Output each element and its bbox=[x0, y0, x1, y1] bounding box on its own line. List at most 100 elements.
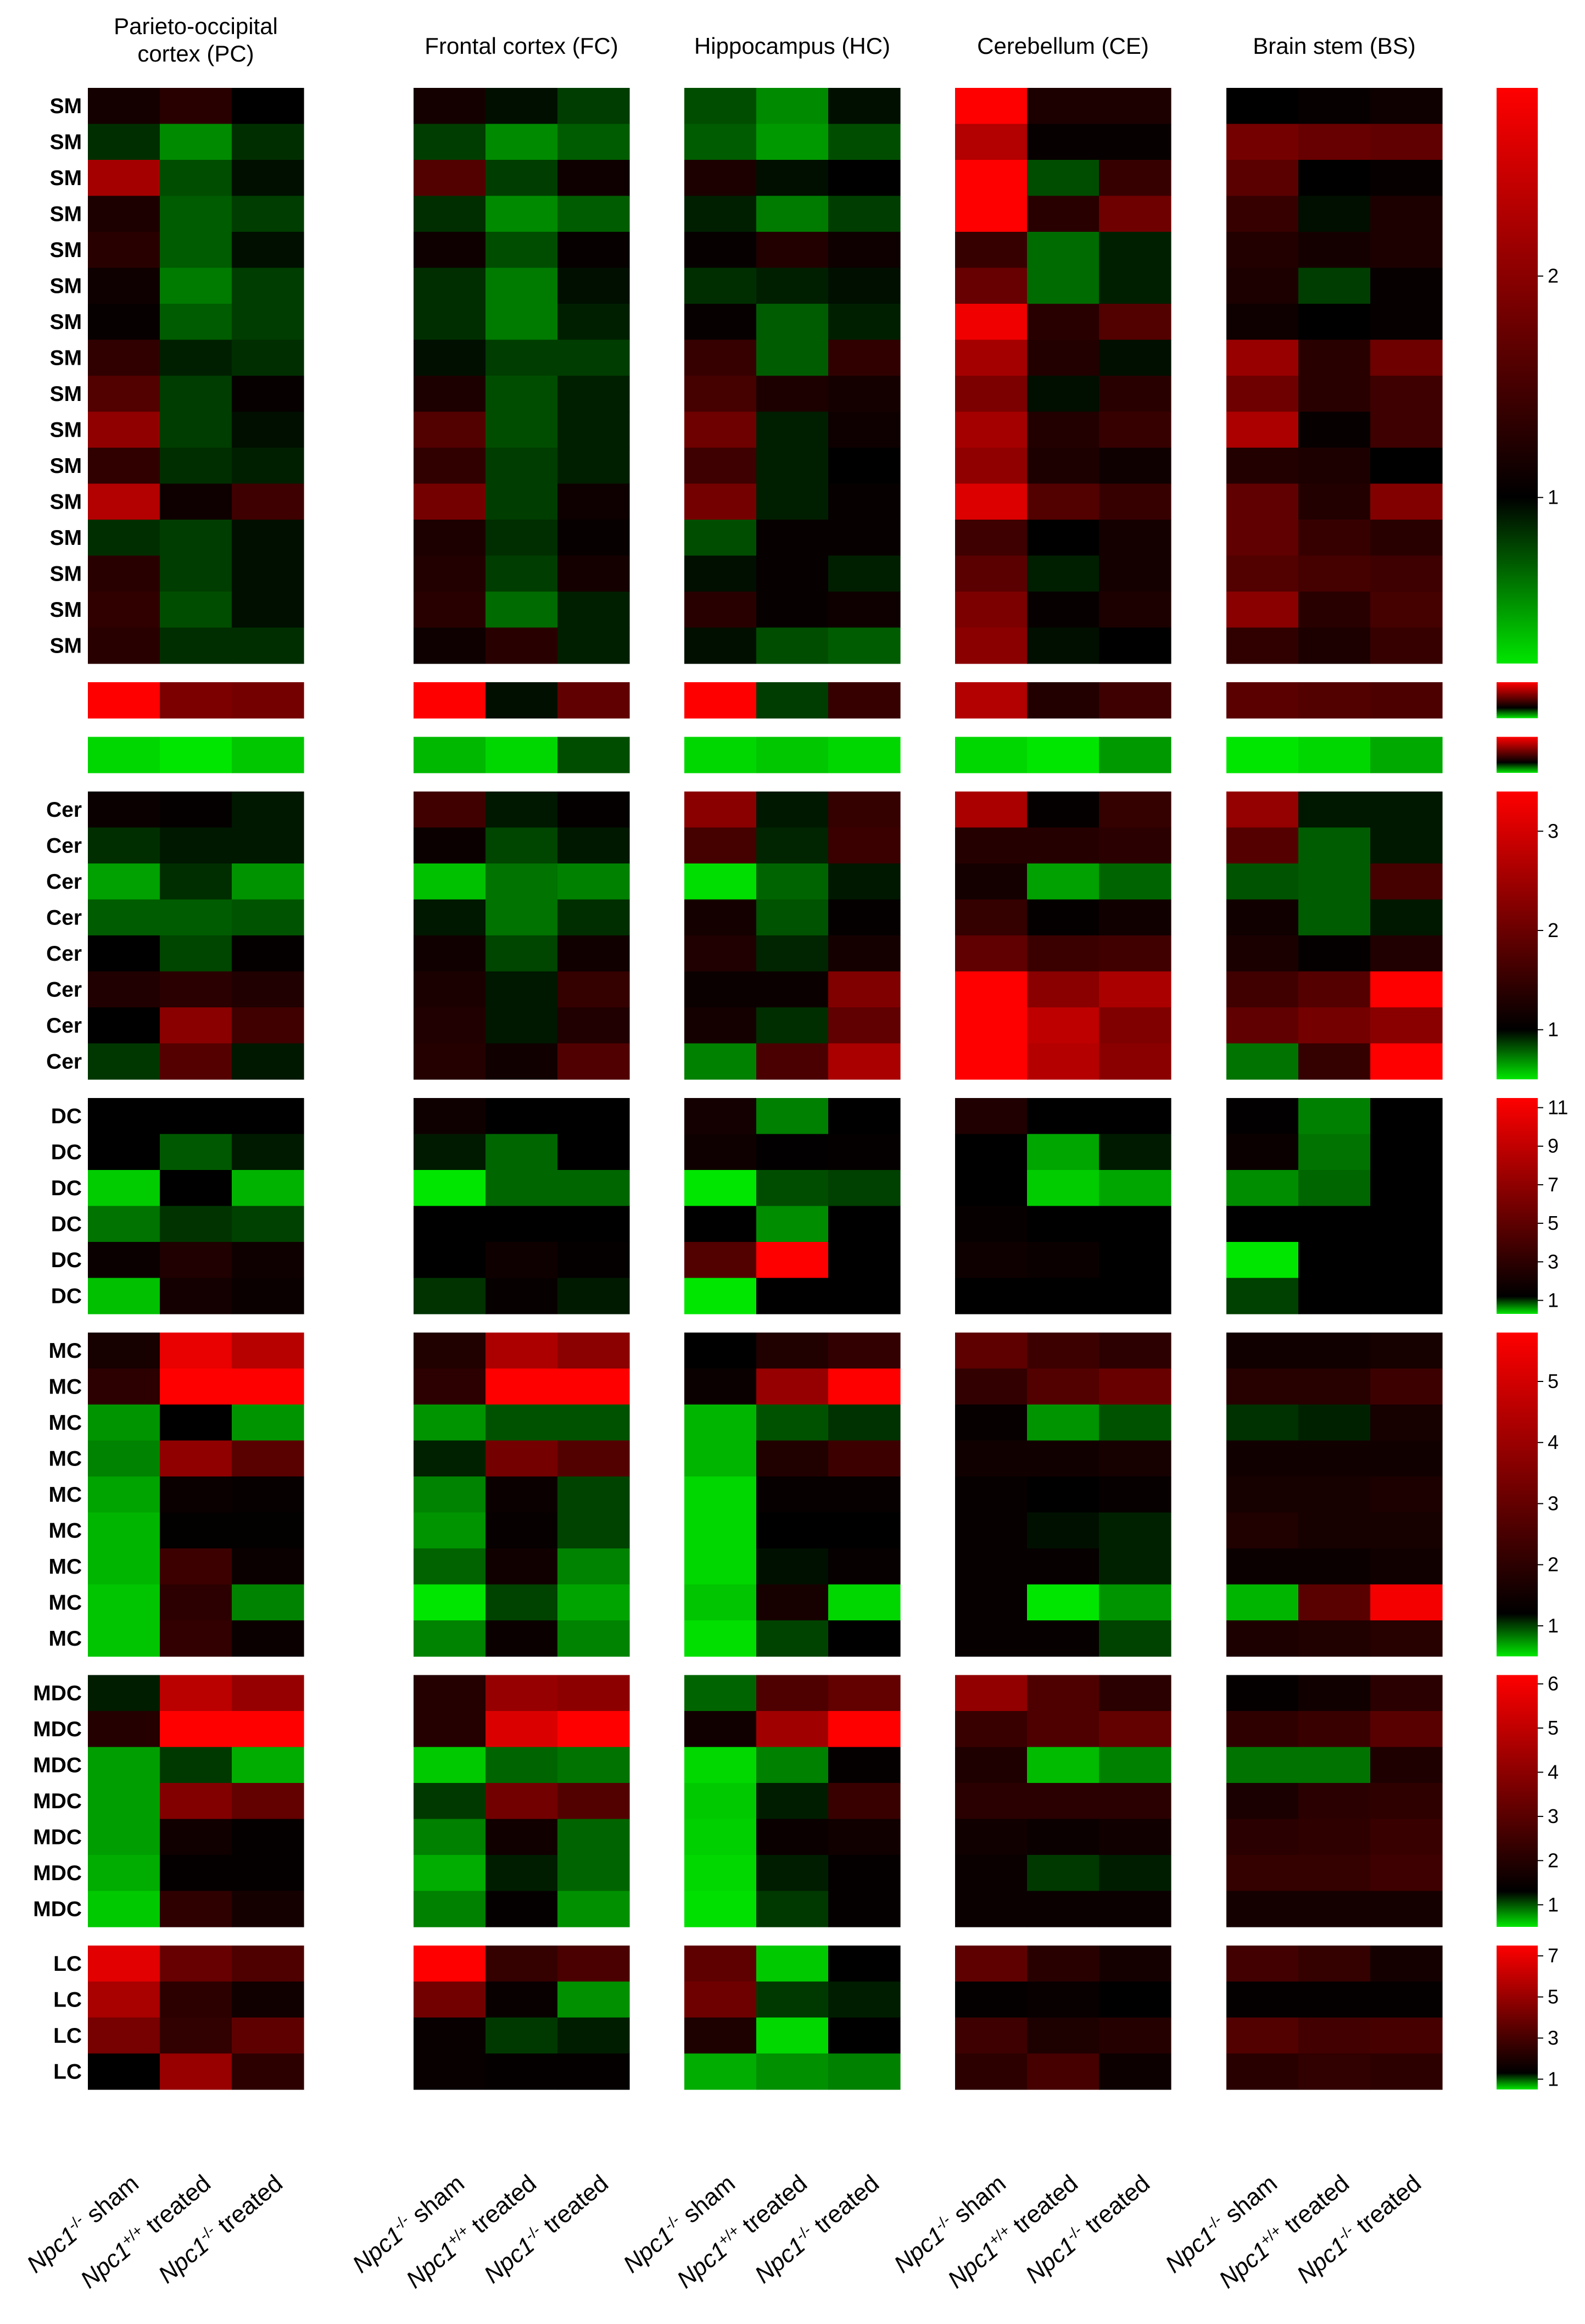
heatmap-cell bbox=[1370, 1476, 1443, 1513]
heatmap-cell bbox=[756, 627, 829, 664]
color-scale-bar bbox=[1497, 1098, 1538, 1314]
heatmap-cell bbox=[1099, 1333, 1171, 1369]
heatmap-cell bbox=[684, 1098, 757, 1135]
heatmap-cell bbox=[1027, 304, 1100, 341]
heatmap-cell bbox=[557, 1783, 630, 1820]
heatmap-cell bbox=[1099, 1946, 1171, 1982]
color-scale-bar bbox=[1497, 1946, 1538, 2089]
heatmap-cell bbox=[1099, 232, 1171, 269]
heatmap-cell bbox=[684, 1242, 757, 1279]
heatmap-cell bbox=[684, 411, 757, 448]
heatmap-cell bbox=[1370, 592, 1443, 628]
heatmap-cell bbox=[414, 124, 486, 160]
condition-label: Npc1-/- treated bbox=[749, 2169, 884, 2289]
heatmap-cell bbox=[557, 1891, 630, 1927]
heatmap-cell bbox=[955, 124, 1028, 160]
heatmap-cell bbox=[160, 339, 232, 376]
heatmap-cell bbox=[485, 304, 558, 341]
heatmap-cell bbox=[160, 863, 232, 900]
heatmap-cell bbox=[1099, 1711, 1171, 1748]
heatmap-cell bbox=[955, 1512, 1028, 1549]
heatmap-cell bbox=[557, 2053, 630, 2090]
region-title: Parieto-occipital cortex (PC) bbox=[114, 13, 278, 66]
heatmap-cell bbox=[1298, 160, 1371, 197]
heatmap-cell bbox=[414, 1620, 486, 1657]
heatmap-cell bbox=[955, 232, 1028, 269]
heatmap-cell bbox=[88, 1333, 160, 1369]
heatmap-cell bbox=[828, 448, 901, 484]
heatmap-cell bbox=[828, 520, 901, 556]
heatmap-cell bbox=[160, 1675, 232, 1712]
heatmap-cell bbox=[756, 1134, 829, 1171]
heatmap-cell bbox=[232, 1043, 304, 1080]
heatmap-cell bbox=[684, 448, 757, 484]
heatmap-cell bbox=[485, 1440, 558, 1477]
group-mc: MC 16:0MC 18:0MC 18:1MC 20:0MC 22:0MC 24… bbox=[48, 1333, 1559, 1657]
heatmap-cell bbox=[232, 2053, 304, 2090]
heatmap-cell bbox=[88, 627, 160, 664]
heatmap-cell bbox=[160, 737, 232, 773]
heatmap-cell bbox=[160, 682, 232, 719]
heatmap-cell bbox=[414, 1476, 486, 1513]
heatmap-cell bbox=[684, 1783, 757, 1820]
heatmap-cell bbox=[485, 1170, 558, 1207]
heatmap-cell bbox=[232, 1405, 304, 1441]
heatmap-cell bbox=[955, 1368, 1028, 1405]
heatmap-cell bbox=[485, 827, 558, 864]
heatmap-cell bbox=[414, 1747, 486, 1784]
heatmap-cell bbox=[1370, 160, 1443, 197]
heatmap-cell bbox=[1099, 1855, 1171, 1892]
heatmap-cell bbox=[414, 1855, 486, 1892]
heatmap-cell bbox=[88, 160, 160, 197]
heatmap-cell bbox=[557, 1946, 630, 1982]
heatmap-cell bbox=[88, 304, 160, 341]
heatmap-cell bbox=[232, 1098, 304, 1135]
heatmap-cell bbox=[485, 1675, 558, 1712]
heatmap-cell bbox=[828, 1206, 901, 1242]
heatmap-cell bbox=[1298, 196, 1371, 232]
heatmap-cell bbox=[160, 592, 232, 628]
heatmap-cell bbox=[485, 1405, 558, 1441]
heatmap-cell bbox=[1027, 737, 1100, 773]
heatmap-cell bbox=[828, 627, 901, 664]
heatmap-cell bbox=[684, 1405, 757, 1441]
heatmap-cell bbox=[828, 160, 901, 197]
heatmap-cell bbox=[684, 1512, 757, 1549]
heatmap-cell bbox=[828, 1584, 901, 1621]
heatmap-cell bbox=[756, 1278, 829, 1314]
heatmap-cell bbox=[1226, 1476, 1299, 1513]
heatmap-cell bbox=[1099, 1170, 1171, 1207]
heatmap-cell bbox=[1099, 1368, 1171, 1405]
heatmap-cell bbox=[1099, 1981, 1171, 2018]
heatmap-cell bbox=[232, 1440, 304, 1477]
heatmap-cell bbox=[955, 2018, 1028, 2054]
heatmap-cell bbox=[684, 682, 757, 719]
heatmap-cell bbox=[756, 1170, 829, 1207]
heatmap-cell bbox=[88, 1548, 160, 1585]
group-s1p: S1P bbox=[88, 737, 1538, 773]
heatmap-cell bbox=[1298, 827, 1371, 864]
heatmap-cell bbox=[485, 1476, 558, 1513]
heatmap-cell bbox=[557, 737, 630, 773]
heatmap-cell bbox=[955, 1134, 1028, 1171]
heatmap-cell bbox=[955, 555, 1028, 592]
heatmap-cell bbox=[557, 1170, 630, 1207]
heatmap-cell bbox=[1226, 1946, 1299, 1982]
heatmap-cell bbox=[1226, 899, 1299, 936]
scale-tick-label: 6 bbox=[1548, 1673, 1559, 1695]
heatmap-cell bbox=[232, 1891, 304, 1927]
heatmap-cell bbox=[88, 1440, 160, 1477]
heatmap-cell bbox=[1099, 1242, 1171, 1279]
heatmap-cell bbox=[160, 1819, 232, 1855]
scale-tick-label: 3 bbox=[1548, 1492, 1559, 1514]
heatmap-cell bbox=[955, 971, 1028, 1008]
heatmap-cell bbox=[1099, 1747, 1171, 1784]
heatmap-cell bbox=[485, 863, 558, 900]
heatmap-cell bbox=[485, 267, 558, 304]
heatmap-cell bbox=[1298, 1946, 1371, 1982]
heatmap-cell bbox=[1298, 2053, 1371, 2090]
heatmap-cell bbox=[756, 682, 829, 719]
heatmap-cell bbox=[756, 971, 829, 1008]
heatmap-cell bbox=[414, 1711, 486, 1748]
heatmap-cell bbox=[828, 1855, 901, 1892]
